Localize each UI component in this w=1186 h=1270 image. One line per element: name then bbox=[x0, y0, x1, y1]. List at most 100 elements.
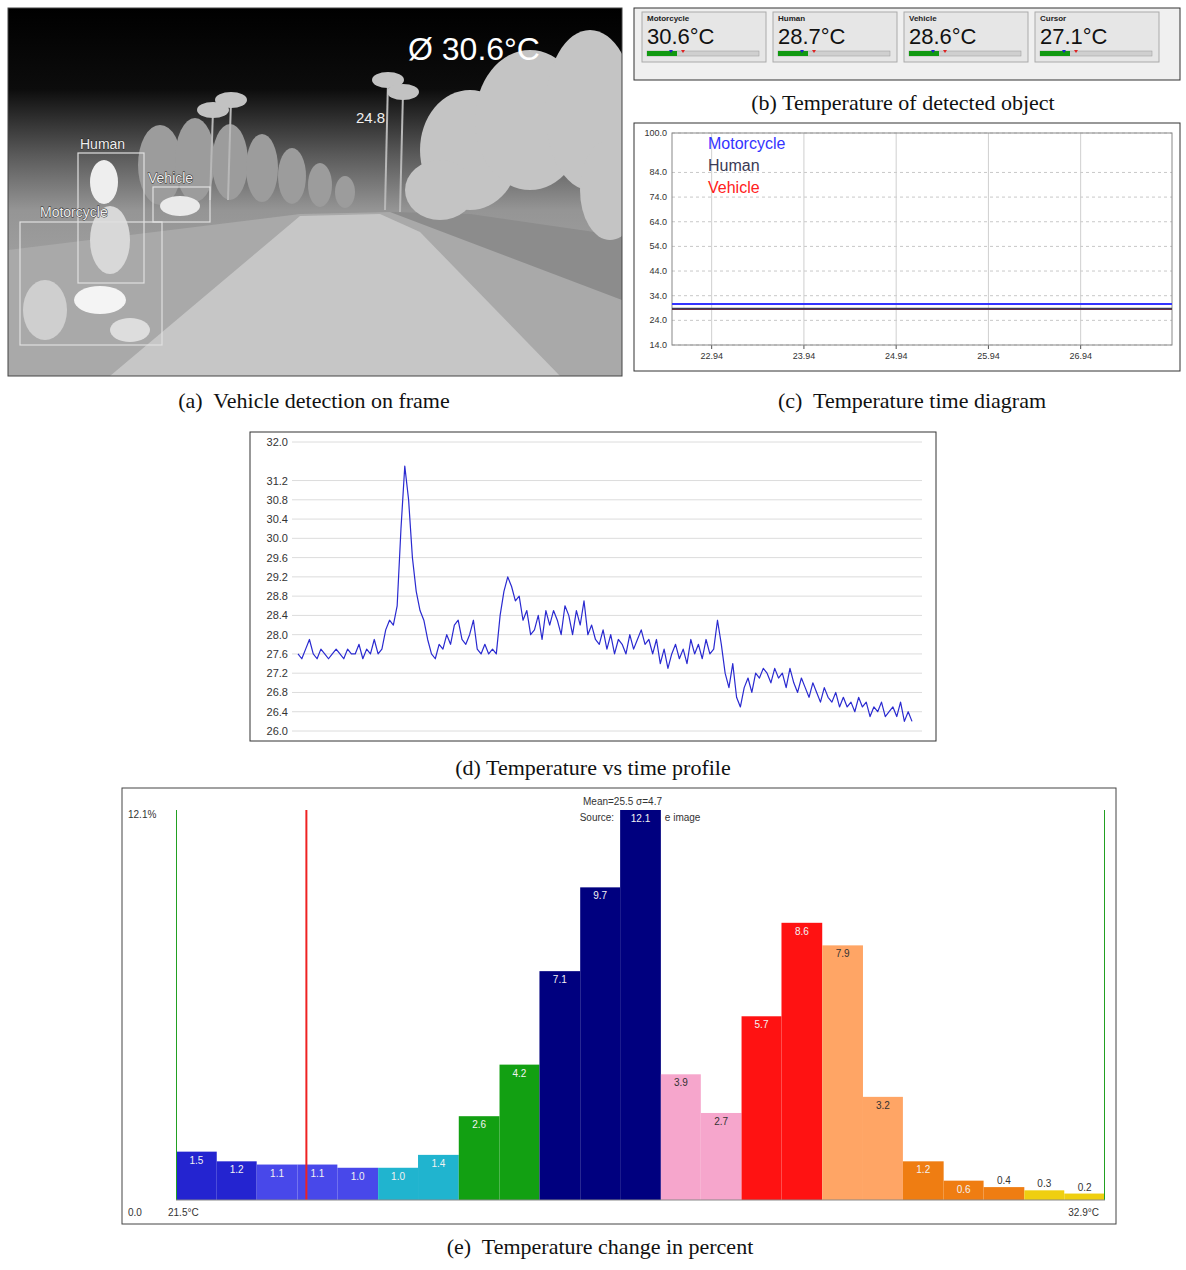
grid-line bbox=[672, 271, 1172, 272]
tree bbox=[405, 160, 475, 220]
readout-value: 28.6°C bbox=[909, 24, 977, 49]
data-label: 0.3 bbox=[1037, 1178, 1051, 1189]
detection-label: Motorcycle bbox=[40, 204, 108, 220]
series-line bbox=[672, 303, 1172, 305]
tree bbox=[335, 176, 355, 208]
tick-label: 32.9°C bbox=[1068, 1207, 1099, 1218]
tree bbox=[246, 134, 278, 202]
data-label: 1.4 bbox=[431, 1158, 445, 1169]
readout-bar bbox=[647, 51, 759, 56]
tree bbox=[175, 118, 215, 202]
tick-label: 28.0 bbox=[267, 629, 288, 641]
grid-line bbox=[803, 133, 804, 345]
tick-label: 26.0 bbox=[267, 725, 288, 737]
readout-cell bbox=[1035, 12, 1159, 62]
caption: (a) Vehicle detection on frame bbox=[178, 388, 449, 413]
readout-marker bbox=[681, 50, 685, 53]
tick-label: 30.0 bbox=[267, 532, 288, 544]
caption: (b) Temperature of detected object bbox=[751, 90, 1054, 115]
plot-area bbox=[176, 810, 1105, 1200]
data-label: 1.1 bbox=[310, 1168, 324, 1179]
grid-line bbox=[292, 673, 922, 674]
palm-trunk bbox=[400, 92, 403, 212]
tick-label: 34.0 bbox=[649, 291, 667, 301]
histogram-bar bbox=[944, 1181, 984, 1200]
readout-value: 28.7°C bbox=[778, 24, 846, 49]
grid-line bbox=[292, 538, 922, 539]
histogram-bar bbox=[337, 1168, 378, 1200]
annotation: e image bbox=[665, 812, 701, 823]
grid-line bbox=[1080, 133, 1081, 345]
grid-line bbox=[292, 692, 922, 693]
reference-line bbox=[1104, 810, 1105, 1200]
palm-trunk bbox=[385, 80, 388, 210]
readout-name: Motorcycle bbox=[647, 14, 690, 23]
histogram-bar bbox=[539, 971, 580, 1200]
motorcycle-heat bbox=[74, 286, 126, 314]
readout-value: 30.6°C bbox=[647, 24, 715, 49]
histogram-bar bbox=[620, 810, 661, 1200]
tick-label: 27.2 bbox=[267, 667, 288, 679]
histogram-bar bbox=[257, 1165, 298, 1200]
histogram-bar bbox=[1024, 1190, 1064, 1200]
histogram-bar bbox=[781, 923, 822, 1200]
tick-mark bbox=[896, 345, 897, 349]
tick-label: 100.0 bbox=[644, 128, 667, 138]
data-label: 12.1 bbox=[631, 813, 651, 824]
readout-marker bbox=[943, 50, 947, 53]
grid-line bbox=[292, 634, 922, 635]
histogram-bar bbox=[822, 945, 863, 1200]
data-label: 3.9 bbox=[674, 1077, 688, 1088]
grid-line bbox=[896, 133, 897, 345]
reference-line bbox=[305, 810, 307, 1200]
grid-line bbox=[292, 653, 922, 654]
histogram-bar bbox=[863, 1097, 903, 1200]
tick-label: 24.0 bbox=[649, 315, 667, 325]
data-label: 0.6 bbox=[957, 1184, 971, 1195]
readout-cell bbox=[773, 12, 897, 62]
readout-marker bbox=[1074, 50, 1078, 53]
detection-box bbox=[20, 222, 162, 345]
series-line bbox=[672, 308, 1172, 310]
motorcycle-heat bbox=[110, 318, 150, 342]
tick-label: 24.94 bbox=[885, 351, 908, 361]
detection-box bbox=[153, 187, 210, 222]
tree bbox=[580, 140, 622, 240]
tick-label: 23.94 bbox=[793, 351, 816, 361]
data-label: 8.6 bbox=[795, 926, 809, 937]
data-label: 1.2 bbox=[230, 1164, 244, 1175]
vehicle-heat bbox=[160, 196, 200, 216]
data-label: 0.2 bbox=[1078, 1182, 1092, 1193]
legend-entry: Motorcycle bbox=[708, 135, 785, 152]
data-label: 7.9 bbox=[836, 948, 850, 959]
tick-label: 29.6 bbox=[267, 552, 288, 564]
caption: (e) Temperature change in percent bbox=[447, 1234, 754, 1259]
tick-mark bbox=[803, 345, 804, 349]
axis-line bbox=[176, 1200, 1105, 1201]
thermal-background bbox=[8, 8, 622, 376]
series-line bbox=[672, 308, 1172, 310]
palm-crown bbox=[387, 84, 419, 100]
data-label: 1.2 bbox=[916, 1164, 930, 1175]
histogram-bar bbox=[1064, 1194, 1105, 1200]
tick-label: 74.0 bbox=[649, 192, 667, 202]
human-heat bbox=[90, 160, 118, 204]
histogram-bar bbox=[661, 1074, 701, 1200]
readout-bar-fill bbox=[1040, 51, 1070, 56]
panel-border bbox=[122, 788, 1116, 1224]
readout-value: 27.1°C bbox=[1040, 24, 1108, 49]
grid-line bbox=[672, 197, 1172, 198]
grid-line bbox=[292, 576, 922, 577]
data-label: 4.2 bbox=[513, 1068, 527, 1079]
grid-line bbox=[672, 221, 1172, 222]
readout-marker bbox=[1062, 50, 1066, 53]
readout-bar-fill bbox=[778, 51, 808, 56]
figure: HumanVehicleMotorcycleØ 30.6°C24.8(a) Ve… bbox=[0, 0, 1186, 1270]
histogram-bar bbox=[500, 1065, 540, 1200]
data-label: 1.5 bbox=[189, 1155, 203, 1166]
data-label: 9.7 bbox=[593, 890, 607, 901]
data-label: 1.1 bbox=[270, 1168, 284, 1179]
data-label: 2.6 bbox=[472, 1119, 486, 1130]
tick-label: 64.0 bbox=[649, 217, 667, 227]
tick-label: 26.8 bbox=[267, 686, 288, 698]
